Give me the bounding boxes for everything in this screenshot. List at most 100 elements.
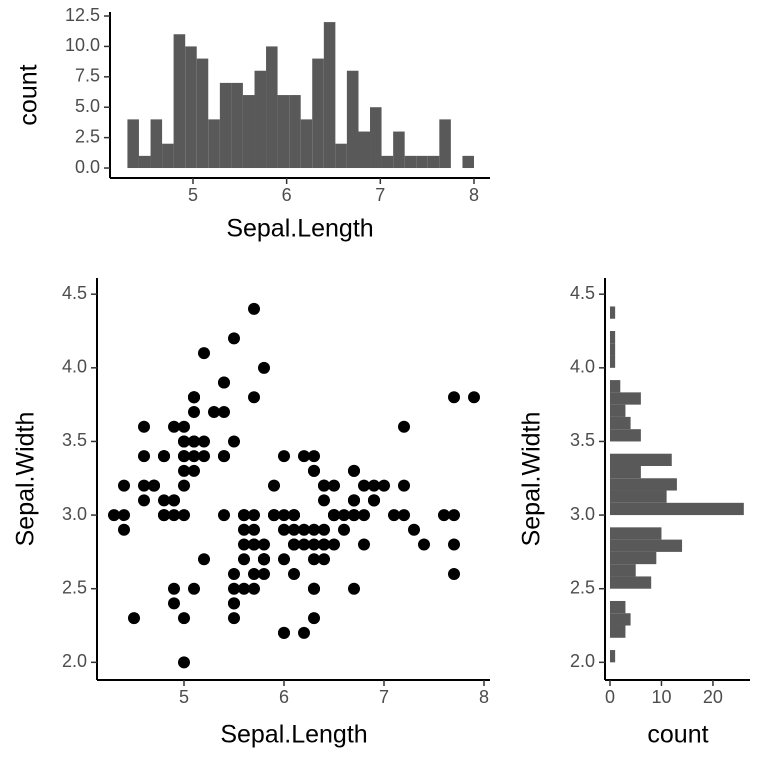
point	[198, 347, 210, 360]
point	[228, 597, 240, 610]
point	[278, 626, 290, 639]
point	[328, 509, 340, 522]
point	[158, 509, 170, 522]
bar	[393, 131, 405, 169]
point	[138, 479, 150, 492]
x-tick-label: 5	[188, 185, 198, 205]
y-tick-label: 3.5	[62, 430, 87, 450]
bar	[609, 331, 616, 344]
point	[288, 509, 300, 522]
point	[278, 509, 290, 522]
point	[358, 479, 370, 492]
point	[468, 391, 480, 404]
bar	[609, 576, 652, 589]
point	[378, 479, 390, 492]
point	[188, 406, 200, 418]
y-tick-label: 2.5	[75, 126, 100, 146]
point	[248, 302, 260, 315]
x-axis-title: Sepal.Length	[220, 721, 367, 749]
x-tick-label: 7	[379, 687, 389, 707]
point	[278, 523, 290, 536]
point	[218, 450, 230, 463]
point	[258, 361, 270, 374]
point	[218, 406, 230, 418]
point	[348, 582, 360, 595]
point	[178, 656, 190, 669]
point	[298, 626, 310, 639]
point	[248, 391, 260, 404]
point	[308, 538, 320, 551]
bar	[231, 82, 243, 169]
point	[298, 450, 310, 463]
point	[198, 450, 210, 463]
bar	[208, 119, 220, 169]
bar	[242, 95, 255, 169]
bar	[462, 155, 474, 169]
bar	[277, 95, 290, 169]
point	[308, 450, 320, 463]
y-tick-label: 3.0	[62, 504, 87, 524]
point	[308, 464, 320, 477]
point	[288, 538, 300, 551]
bar	[381, 155, 394, 169]
point	[188, 464, 200, 477]
point	[158, 494, 170, 507]
point	[358, 538, 370, 551]
point	[358, 509, 370, 522]
point	[168, 597, 180, 610]
bar	[162, 143, 174, 169]
bar	[609, 416, 631, 430]
point	[308, 523, 320, 536]
point	[308, 612, 320, 625]
point	[308, 582, 320, 595]
bar	[254, 70, 267, 169]
point	[368, 479, 380, 492]
y-tick-label: 7.5	[75, 66, 100, 86]
point	[198, 435, 210, 448]
x-tick-label: 6	[282, 185, 292, 205]
point	[228, 332, 240, 345]
x-tick-label: 8	[469, 185, 479, 205]
point	[268, 509, 280, 522]
point	[178, 464, 190, 477]
point	[288, 523, 300, 536]
point	[238, 538, 250, 551]
point	[318, 523, 330, 536]
point	[198, 553, 210, 566]
bar	[150, 119, 163, 169]
point	[248, 582, 260, 595]
point	[138, 420, 150, 433]
point	[318, 494, 330, 507]
point	[438, 509, 450, 522]
point	[148, 479, 160, 492]
point	[348, 464, 360, 477]
point	[318, 538, 330, 551]
y-tick-label: 4.0	[570, 357, 595, 377]
bar	[404, 155, 417, 169]
point	[248, 567, 260, 580]
point	[398, 479, 410, 492]
bar	[289, 95, 301, 169]
y-tick-label: 3.0	[570, 504, 595, 524]
point	[408, 523, 420, 536]
point	[118, 479, 130, 492]
y-tick-label: 2.5	[570, 577, 595, 597]
point	[298, 523, 310, 536]
point	[168, 509, 180, 522]
point	[128, 612, 140, 625]
bar	[312, 58, 324, 169]
bar	[266, 46, 278, 169]
point	[338, 509, 350, 522]
bar	[609, 478, 677, 491]
point	[258, 553, 270, 566]
point	[348, 494, 360, 507]
y-tick-label: 4.5	[570, 283, 595, 303]
bar	[323, 22, 336, 169]
point	[448, 538, 460, 551]
point	[178, 450, 190, 463]
bar	[609, 465, 641, 479]
bar	[609, 650, 616, 663]
bar	[300, 119, 313, 169]
point	[168, 494, 180, 507]
